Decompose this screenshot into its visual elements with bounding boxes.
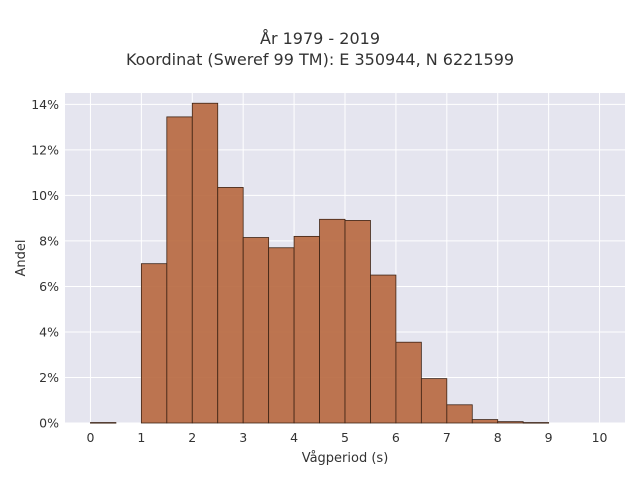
histogram-bar: [319, 218, 346, 424]
y-tick-label: 14%: [31, 97, 59, 112]
y-tick-label: 8%: [39, 233, 59, 248]
histogram-bar: [140, 263, 168, 424]
x-tick-label: 6: [392, 430, 400, 445]
x-tick-label: 4: [290, 430, 298, 445]
histogram-bar: [497, 421, 524, 424]
histogram-bar: [446, 404, 473, 424]
x-tick-label: 9: [545, 430, 553, 445]
x-tick-label: 7: [443, 430, 451, 445]
histogram-bar: [471, 419, 499, 424]
histogram-bar: [370, 274, 397, 424]
y-tick-label: 0%: [39, 416, 59, 431]
y-axis-ticks: 0% 2% 4% 6% 8% 10% 12% 14%: [31, 97, 59, 431]
x-tick-label: 1: [137, 430, 145, 445]
histogram-bar: [395, 341, 422, 424]
chart-subtitle: Koordinat (Sweref 99 TM): E 350944, N 62…: [125, 50, 515, 69]
y-tick-label: 10%: [31, 188, 59, 203]
x-tick-label: 0: [86, 430, 94, 445]
histogram-bar: [420, 378, 448, 424]
x-tick-label: 8: [494, 430, 502, 445]
histogram-bar: [242, 237, 270, 424]
histogram-bar: [293, 235, 320, 424]
x-axis-label: Vågperiod (s): [302, 451, 389, 466]
x-tick-label: 2: [188, 430, 196, 445]
y-tick-label: 12%: [31, 142, 59, 157]
histogram-bar: [217, 187, 244, 424]
histogram-bar: [522, 422, 550, 424]
x-tick-label: 3: [239, 430, 247, 445]
x-tick-label: 10: [592, 430, 608, 445]
x-tick-label: 5: [341, 430, 349, 445]
x-axis-ticks: 0 1 2 3 4 5 6 7 8 9 10: [86, 430, 607, 445]
histogram-bar: [344, 220, 371, 424]
y-axis-label: Andel: [14, 240, 29, 277]
bars: [90, 102, 550, 424]
histogram-bar: [268, 247, 295, 424]
histogram-bar: [90, 422, 117, 424]
y-tick-label: 6%: [39, 279, 59, 294]
chart-title: År 1979 - 2019: [260, 29, 380, 48]
y-tick-label: 2%: [39, 370, 59, 385]
y-tick-label: 4%: [39, 324, 59, 339]
histogram-bar: [191, 102, 219, 424]
histogram-bar: [166, 116, 193, 424]
